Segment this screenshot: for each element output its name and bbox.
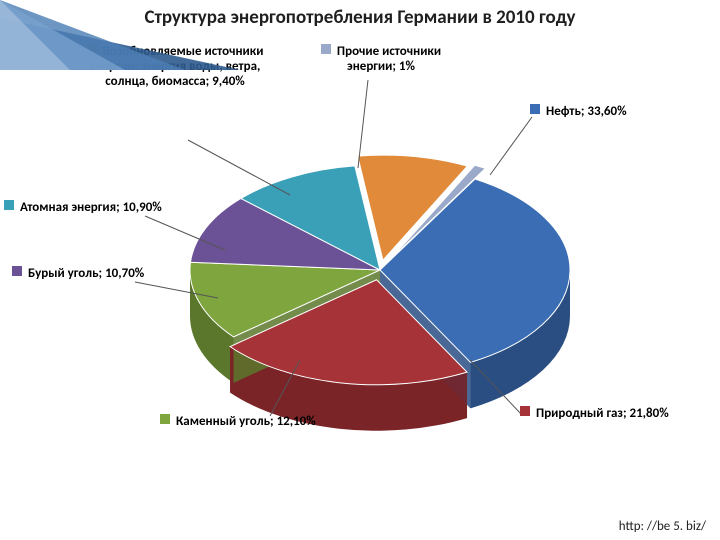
legend-marker-icon: [4, 200, 14, 210]
legend-marker-icon: [160, 414, 170, 424]
corner-accent: [0, 0, 260, 70]
label-other: Прочие источники энергии; 1%: [296, 44, 466, 75]
label-gas: Природный газ; 21,80%: [520, 406, 710, 422]
leader-other: [358, 80, 368, 168]
label-hardcoal: Каменный уголь; 12,10%: [160, 414, 330, 430]
footer-url: http: //be 5. biz/: [619, 519, 706, 534]
legend-marker-icon: [12, 266, 22, 276]
label-lignite: Бурый уголь; 10,70%: [12, 266, 162, 282]
leader-oil: [490, 117, 532, 175]
label-nuclear: Атомная энергия; 10,90%: [4, 200, 174, 216]
legend-marker-icon: [530, 104, 540, 114]
label-oil: Нефть; 33,60%: [530, 104, 700, 120]
legend-marker-icon: [321, 44, 331, 54]
legend-marker-icon: [520, 406, 530, 416]
leader-renew: [188, 140, 290, 195]
